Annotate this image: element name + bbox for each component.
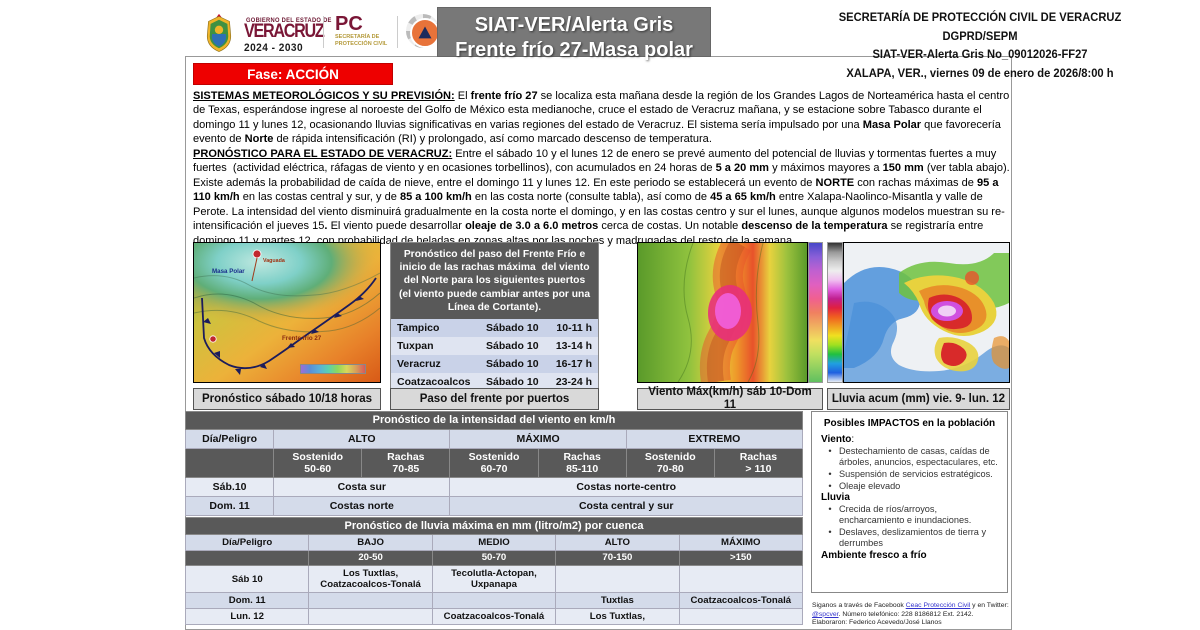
svg-text:Vaguada: Vaguada [263,258,285,264]
svg-text:Frente frío 27: Frente frío 27 [282,335,322,342]
svg-text:Masa Polar: Masa Polar [212,268,245,275]
